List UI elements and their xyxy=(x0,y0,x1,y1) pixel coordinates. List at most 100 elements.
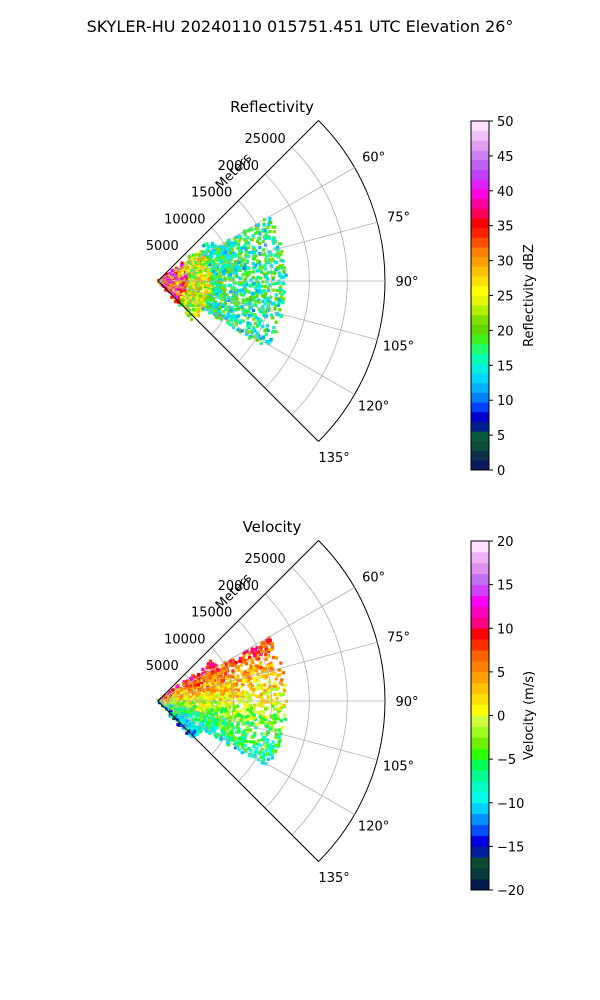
echo-cell xyxy=(237,742,241,746)
echo-cell xyxy=(281,692,286,696)
echo-cell xyxy=(180,271,184,275)
echo-cell xyxy=(241,293,245,297)
echo-cell xyxy=(166,700,170,704)
echo-cell xyxy=(220,708,224,712)
echo-cell xyxy=(243,269,248,273)
echo-cell xyxy=(251,692,255,696)
echo-cell xyxy=(175,282,180,286)
echo-cell xyxy=(240,329,244,333)
echo-cell xyxy=(245,250,249,254)
echo-cell xyxy=(253,750,257,754)
echo-cell xyxy=(224,308,228,312)
echo-cell xyxy=(244,328,249,332)
echo-cell xyxy=(187,269,191,274)
echo-cell xyxy=(254,694,258,698)
echo-cell xyxy=(220,679,224,683)
echo-cell xyxy=(256,722,260,726)
echo-cell xyxy=(273,225,277,229)
echo-cell xyxy=(183,295,187,299)
echo-cell xyxy=(256,290,260,294)
colorbar-tick-label: 25 xyxy=(497,290,514,305)
echo-cell xyxy=(222,693,226,697)
echo-cell xyxy=(228,730,232,735)
echo-cell xyxy=(191,253,195,257)
echo-cell xyxy=(240,671,244,675)
echo-cell xyxy=(265,638,270,642)
echo-cell xyxy=(247,324,251,328)
echo-cell xyxy=(212,287,216,291)
echo-cell xyxy=(197,672,201,677)
echo-cell xyxy=(199,713,203,717)
echo-cell xyxy=(277,717,281,721)
echo-cell xyxy=(203,682,207,686)
echo-cell xyxy=(272,241,276,245)
echo-cell xyxy=(273,682,277,686)
echo-cell xyxy=(263,264,267,268)
echo-cell xyxy=(207,263,211,267)
echo-cell xyxy=(258,245,262,250)
colorbar-tick-label: 35 xyxy=(497,220,514,235)
echo-cell xyxy=(242,282,246,286)
echo-cell xyxy=(265,339,269,343)
colorbar-swatch xyxy=(471,802,489,815)
echo-cell xyxy=(175,709,179,713)
echo-cell xyxy=(265,298,269,302)
echo-cell xyxy=(205,708,209,712)
echo-cell xyxy=(198,286,202,290)
echo-cell xyxy=(209,686,213,690)
velocity-panel: Velocity 5000 10000 15000 20000 25000 60° 75° 9… xyxy=(146,518,537,899)
echo-cell xyxy=(220,710,224,714)
echo-cell xyxy=(250,735,254,739)
echo-cell xyxy=(185,305,189,309)
echo-cell xyxy=(259,692,263,696)
colorbar-tick-label: 10 xyxy=(497,622,514,637)
echo-cell xyxy=(221,731,225,735)
echo-cell xyxy=(206,677,210,681)
echo-cell xyxy=(209,701,213,705)
echo-cell xyxy=(258,336,262,341)
echo-cell xyxy=(184,280,188,284)
echo-cell xyxy=(231,266,235,270)
echo-cell xyxy=(224,301,228,305)
echo-cell xyxy=(274,656,278,660)
echo-cell xyxy=(229,663,234,668)
echo-cell xyxy=(218,698,222,702)
echo-cell xyxy=(232,706,236,710)
echo-cell xyxy=(220,259,224,263)
echo-cell xyxy=(241,312,245,316)
echo-cell xyxy=(236,744,240,748)
echo-cell xyxy=(191,673,195,678)
echo-cell xyxy=(190,676,194,680)
echo-cell xyxy=(266,341,271,345)
echo-cell xyxy=(267,695,271,699)
echo-cell xyxy=(212,730,216,735)
echo-cell xyxy=(190,268,194,273)
echo-cell xyxy=(272,237,276,241)
echo-cell xyxy=(261,335,265,339)
echo-cell xyxy=(250,706,254,710)
echo-cell xyxy=(223,736,227,741)
echo-cell xyxy=(238,249,242,253)
echo-cell xyxy=(248,298,252,302)
echo-cell xyxy=(216,668,220,672)
echo-cell xyxy=(231,675,235,679)
echo-cell xyxy=(275,288,279,292)
echo-cell xyxy=(213,682,217,686)
echo-cell xyxy=(210,692,214,696)
echo-cell xyxy=(222,667,226,671)
echo-cell xyxy=(241,298,245,302)
echo-cell xyxy=(258,720,262,724)
echo-cell xyxy=(255,324,259,328)
colorbar-swatch xyxy=(471,217,489,229)
echo-cell xyxy=(236,674,240,678)
echo-cell xyxy=(244,248,248,252)
colorbar-swatch xyxy=(471,606,489,618)
echo-cell xyxy=(250,684,254,688)
echo-cell xyxy=(194,710,198,714)
echo-cell xyxy=(260,720,264,725)
echo-cell xyxy=(221,721,225,725)
echo-cell xyxy=(274,320,278,324)
echo-cell xyxy=(219,713,223,717)
echo-cell xyxy=(219,736,223,740)
echo-cell xyxy=(214,726,218,731)
